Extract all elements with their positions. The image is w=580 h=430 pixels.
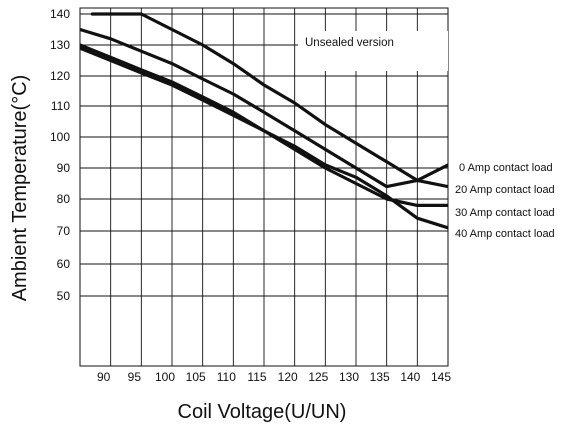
y-tick-label: 110 xyxy=(51,99,70,113)
y-axis-label: Ambient Temperature(°C) xyxy=(9,75,31,302)
x-tick-label: 90 xyxy=(97,370,111,384)
x-tick-label: 110 xyxy=(217,370,236,384)
y-tick-label: 100 xyxy=(50,130,70,144)
series-line-1 xyxy=(80,27,448,189)
series-line-3 xyxy=(80,46,448,230)
series-curves xyxy=(80,12,448,230)
legend-label-1: 20 Amp contact load xyxy=(455,184,555,196)
x-tick-labels: 90 95 100 105 110 115 120 125 130 135 140 145 xyxy=(97,370,451,384)
x-tick-label: 100 xyxy=(155,370,175,384)
y-tick-label: 70 xyxy=(57,224,71,238)
y-tick-labels: 50 60 70 80 90 100 110 120 130 140 xyxy=(50,7,70,303)
x-tick-label: 130 xyxy=(339,370,359,384)
x-tick-label: 135 xyxy=(370,370,390,384)
x-tick-label: 115 xyxy=(247,370,266,384)
y-tick-label: 130 xyxy=(50,38,70,52)
x-tick-label: 140 xyxy=(400,370,420,384)
legend-label-3: 40 Amp contact load xyxy=(455,228,555,240)
y-tick-label: 50 xyxy=(57,289,71,303)
y-tick-label: 140 xyxy=(50,7,70,21)
x-tick-label: 145 xyxy=(431,370,451,384)
y-tick-label: 90 xyxy=(57,161,71,175)
legend-label-2: 30 Amp contact load xyxy=(455,207,555,219)
y-tick-label: 120 xyxy=(50,69,70,83)
x-tick-label: 95 xyxy=(128,370,142,384)
legend-labels: 0 Amp contact load 20 Amp contact load 30 … xyxy=(455,162,555,240)
x-tick-label: 125 xyxy=(308,370,328,384)
x-tick-label: 120 xyxy=(278,370,298,384)
y-tick-label: 80 xyxy=(57,192,71,206)
legend-label-0: 0 Amp contact load xyxy=(459,162,553,174)
y-tick-label: 60 xyxy=(57,257,71,271)
annotation-box xyxy=(298,31,448,71)
series-line-0 xyxy=(90,12,448,182)
annotation-text: Unsealed version xyxy=(305,37,394,49)
x-tick-label: 105 xyxy=(186,370,206,384)
x-axis-label: Coil Voltage(U/UN) xyxy=(178,401,347,423)
